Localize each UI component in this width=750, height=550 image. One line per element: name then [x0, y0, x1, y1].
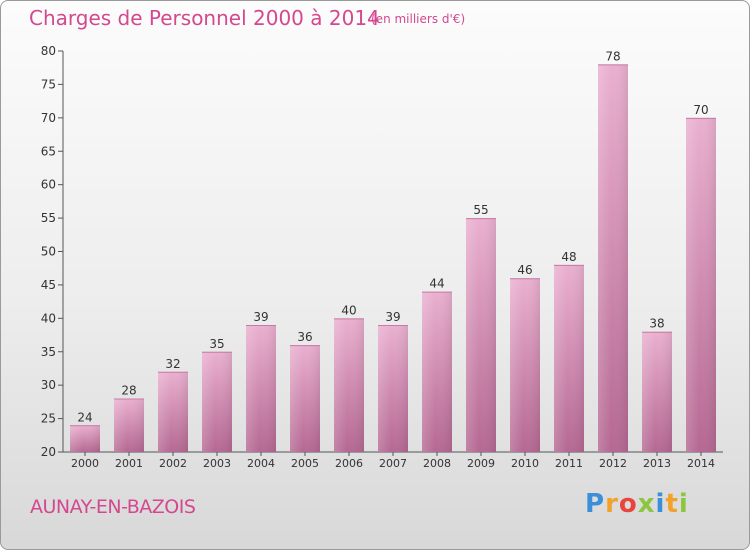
x-tick-label: 2008	[423, 457, 451, 470]
bar-shade	[290, 345, 320, 452]
commune-name: AUNAY-EN-BAZOIS	[30, 496, 196, 518]
bar-shade	[202, 351, 232, 452]
y-tick-label: 50	[41, 245, 56, 259]
bar-group: 39	[246, 310, 276, 452]
x-tick-label: 2007	[379, 457, 407, 470]
logo-letter: r	[605, 489, 619, 519]
x-tick-label: 2003	[203, 457, 231, 470]
data-label: 44	[429, 277, 444, 291]
y-tick-label: 65	[41, 144, 56, 158]
data-label: 24	[77, 410, 92, 424]
data-label: 28	[121, 384, 136, 398]
y-tick-label: 35	[41, 345, 56, 359]
bar-group: 40	[334, 303, 364, 452]
bar-group: 32	[158, 357, 188, 452]
y-tick-label: 70	[41, 111, 56, 125]
x-tick-label: 2009	[467, 457, 495, 470]
bar-shade	[554, 264, 584, 452]
bar-shade	[598, 64, 628, 452]
proxiti-logo: Proxiti	[585, 489, 689, 519]
bar-group: 70	[686, 103, 716, 452]
y-tick-label: 40	[41, 311, 56, 325]
chart-subtitle: (en milliers d'€)	[371, 12, 466, 26]
data-label: 78	[605, 49, 620, 63]
bar-group: 35	[202, 337, 232, 452]
data-label: 48	[561, 250, 576, 264]
bar-group: 24	[70, 410, 100, 452]
logo-letter: i	[655, 489, 666, 519]
y-tick-label: 25	[41, 412, 56, 426]
bar-shade	[246, 325, 276, 452]
y-tick-label: 30	[41, 378, 56, 392]
bar-group: 46	[510, 263, 540, 452]
data-label: 36	[297, 330, 312, 344]
x-tick-label: 2005	[291, 457, 319, 470]
logo-letter: o	[618, 489, 638, 519]
bar-shade	[642, 331, 672, 452]
y-tick-label: 80	[41, 44, 56, 58]
data-label: 39	[385, 310, 400, 324]
chart-title: Charges de Personnel 2000 à 2014	[29, 6, 380, 30]
data-label: 38	[649, 317, 664, 331]
bar-shade	[114, 398, 144, 452]
y-tick-label: 20	[41, 445, 56, 459]
x-tick-label: 2001	[115, 457, 143, 470]
bar-group: 28	[114, 384, 144, 452]
bar-shade	[158, 371, 188, 452]
data-label: 55	[473, 203, 488, 217]
data-label: 46	[517, 263, 532, 277]
bar-group: 48	[554, 250, 584, 452]
x-tick-label: 2012	[599, 457, 627, 470]
logo-letter: t	[665, 489, 679, 519]
bar-shade	[378, 325, 408, 452]
bar-group: 55	[466, 203, 496, 452]
y-tick-label: 60	[41, 178, 56, 192]
x-tick-label: 2010	[511, 457, 539, 470]
bar-shade	[70, 425, 100, 452]
x-tick-label: 2004	[247, 457, 275, 470]
bar-group: 38	[642, 317, 672, 452]
y-tick-label: 75	[41, 77, 56, 91]
bar-shade	[334, 318, 364, 452]
x-tick-label: 2011	[555, 457, 583, 470]
data-label: 39	[253, 310, 268, 324]
x-tick-label: 2013	[643, 457, 671, 470]
bar-group: 44	[422, 277, 452, 452]
data-label: 40	[341, 303, 356, 317]
data-label: 70	[693, 103, 708, 117]
bar-group: 39	[378, 310, 408, 452]
logo-letter: i	[678, 489, 689, 519]
logo-letter: P	[585, 489, 606, 519]
y-tick-label: 55	[41, 211, 56, 225]
bar-shade	[686, 117, 716, 452]
bar-group: 78	[598, 49, 628, 452]
x-tick-label: 2002	[159, 457, 187, 470]
x-tick-label: 2006	[335, 457, 363, 470]
bar-shade	[510, 278, 540, 452]
x-tick-label: 2000	[71, 457, 99, 470]
y-tick-label: 45	[41, 278, 56, 292]
x-tick-label: 2014	[687, 457, 715, 470]
data-label: 35	[209, 337, 224, 351]
data-label: 32	[165, 357, 180, 371]
bar-group: 36	[290, 330, 320, 452]
bar-shade	[422, 291, 452, 452]
bar-shade	[466, 218, 496, 452]
logo-letter: x	[637, 489, 656, 519]
